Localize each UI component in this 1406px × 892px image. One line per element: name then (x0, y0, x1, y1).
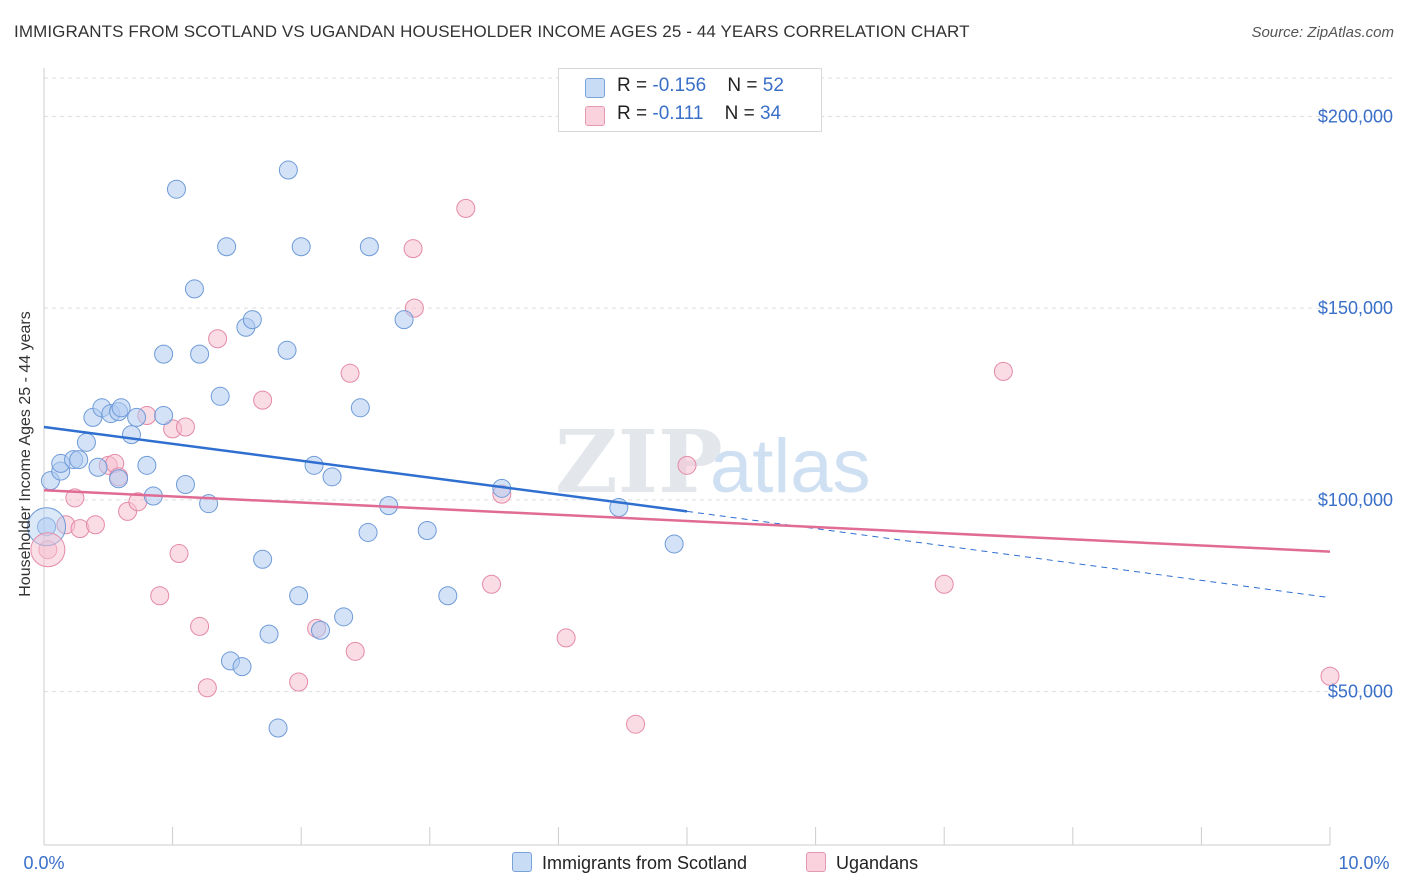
data-point-scotland (88, 457, 108, 477)
data-point-ugandans (208, 329, 228, 349)
data-point-ugandans (197, 678, 217, 698)
data-point-ugandans (403, 239, 423, 259)
watermark-atlas: atlas (710, 424, 871, 509)
bottom-legend-label-scotland: Immigrants from Scotland (542, 853, 748, 873)
legend-n-label: N = (727, 75, 763, 96)
data-point-scotland (359, 237, 379, 257)
legend-n-value-scotland: 52 (762, 75, 784, 96)
data-point-scotland (278, 160, 298, 180)
data-point-scotland (242, 310, 262, 330)
bottom-legend-scotland: Immigrants from Scotland (512, 852, 747, 874)
bottom-legend-swatch-ugandans (806, 852, 826, 872)
data-point-scotland (76, 432, 96, 452)
data-point-scotland (166, 179, 186, 199)
data-point-ugandans (677, 455, 697, 475)
legend-r-value-ugandans: -0.111 (652, 103, 704, 124)
legend-box: R = -0.156 N = 52 R = -0.111 N = 34 (558, 68, 822, 132)
data-point-ugandans (65, 488, 85, 508)
data-point-scotland (394, 310, 414, 330)
data-point-ugandans (150, 586, 170, 606)
data-point-ugandans (1320, 666, 1340, 686)
data-point-scotland (664, 534, 684, 554)
data-point-ugandans (626, 714, 646, 734)
x-tick-label-end: 10.0% (1338, 853, 1389, 873)
data-point-ugandans (253, 390, 273, 410)
data-point-scotland (109, 469, 129, 489)
bottom-legend-label-ugandans: Ugandans (836, 853, 919, 873)
data-point-scotland (137, 455, 157, 475)
data-point-scotland (310, 620, 330, 640)
data-point-scotland (304, 455, 324, 475)
legend-swatch-ugandans (585, 106, 605, 126)
data-point-scotland (175, 475, 195, 495)
chart-source: Source: ZipAtlas.com (1251, 24, 1394, 41)
data-point-scotland (438, 586, 458, 606)
data-point-ugandans (345, 641, 365, 661)
data-point-scotland (253, 549, 273, 569)
data-point-ugandans-large (30, 532, 66, 568)
legend-r-value-scotland: -0.156 (652, 75, 707, 96)
data-point-scotland (121, 425, 141, 445)
data-point-ugandans (289, 672, 309, 692)
trend-line-ugandans (43, 489, 1331, 553)
data-point-ugandans (169, 544, 189, 564)
y-tick-label: $200,000 (1318, 106, 1393, 126)
data-point-scotland (289, 586, 309, 606)
data-point-ugandans (934, 574, 954, 594)
legend-swatch-scotland (585, 78, 605, 98)
data-point-scotland (154, 344, 174, 364)
trend-line-scotland-extension (686, 510, 1331, 599)
bottom-legend-swatch-scotland (512, 852, 532, 872)
data-point-scotland (350, 398, 370, 418)
y-tick-label: $50,000 (1328, 682, 1393, 702)
legend-n-label: N = (724, 103, 760, 124)
data-point-ugandans (993, 361, 1013, 381)
data-point-scotland (111, 398, 131, 418)
trend-line-scotland (43, 425, 688, 513)
data-point-scotland (184, 279, 204, 299)
data-point-scotland (277, 340, 297, 360)
data-point-scotland (69, 450, 89, 470)
data-point-scotland (232, 657, 252, 677)
data-point-ugandans (340, 363, 360, 383)
data-point-ugandans (190, 616, 210, 636)
data-point-scotland (210, 386, 230, 406)
y-tick-label: $100,000 (1318, 490, 1393, 510)
data-point-scotland (259, 624, 279, 644)
data-point-ugandans (175, 417, 195, 437)
data-point-scotland (417, 521, 437, 541)
data-point-scotland (217, 237, 237, 257)
data-point-ugandans (85, 515, 105, 535)
y-axis-label: Householder Income Ages 25 - 44 years (17, 311, 34, 597)
legend-n-value-ugandans: 34 (759, 103, 782, 124)
data-point-scotland (154, 405, 174, 425)
data-point-scotland (291, 237, 311, 257)
data-point-ugandans (556, 628, 576, 648)
data-point-scotland (190, 344, 210, 364)
x-tick-label-start: 0.0% (23, 853, 64, 873)
chart-title: IMMIGRANTS FROM SCOTLAND VS UGANDAN HOUS… (14, 22, 970, 41)
data-point-ugandans (456, 198, 476, 218)
data-point-ugandans (482, 574, 502, 594)
data-point-scotland (334, 607, 354, 627)
y-tick-label: $150,000 (1318, 298, 1393, 318)
data-point-scotland (358, 522, 378, 542)
bottom-legend-ugandans: Ugandans (806, 852, 918, 874)
data-point-scotland (322, 467, 342, 487)
legend-r-label: R = (617, 75, 653, 96)
data-point-scotland (127, 407, 147, 427)
data-point-scotland (268, 718, 288, 738)
legend-r-label: R = (617, 103, 653, 124)
